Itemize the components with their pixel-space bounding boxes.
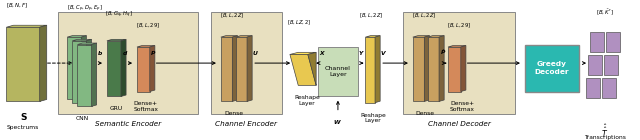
FancyBboxPatch shape	[318, 47, 358, 96]
Polygon shape	[375, 36, 380, 103]
Text: Transcriptions: Transcriptions	[584, 136, 626, 140]
Polygon shape	[290, 54, 316, 85]
Polygon shape	[92, 43, 97, 106]
Polygon shape	[40, 25, 47, 101]
Polygon shape	[137, 47, 150, 92]
FancyBboxPatch shape	[606, 32, 620, 52]
Polygon shape	[461, 46, 466, 92]
Polygon shape	[77, 45, 92, 106]
Text: Greedy
Decoder: Greedy Decoder	[534, 61, 570, 75]
Text: $[B,C_p,D_p,E_p]$: $[B,C_p,D_p,E_p]$	[67, 3, 102, 14]
Polygon shape	[448, 46, 466, 47]
Text: $[B,L,29]$: $[B,L,29]$	[136, 21, 160, 30]
Polygon shape	[107, 39, 126, 41]
Polygon shape	[413, 37, 424, 102]
Polygon shape	[86, 39, 92, 103]
Polygon shape	[424, 36, 429, 102]
Text: $[B,L,2Z]$: $[B,L,2Z]$	[220, 11, 244, 20]
Text: $[B,G_q,H_q]$: $[B,G_q,H_q]$	[105, 10, 132, 20]
Text: $\boldsymbol{V}$: $\boldsymbol{V}$	[380, 49, 387, 57]
Polygon shape	[221, 36, 237, 37]
Text: $\boldsymbol{W}$: $\boldsymbol{W}$	[333, 117, 342, 126]
Polygon shape	[77, 43, 97, 45]
Text: Reshape
Layer: Reshape Layer	[360, 113, 386, 123]
Polygon shape	[448, 47, 461, 92]
Polygon shape	[413, 36, 429, 37]
Text: $[B,LZ,2]$: $[B,LZ,2]$	[287, 19, 312, 27]
Text: $\hat{\boldsymbol{P}}$: $\hat{\boldsymbol{P}}$	[440, 47, 446, 57]
Polygon shape	[290, 52, 316, 54]
Text: Dense: Dense	[415, 111, 434, 116]
Text: Semantic Encoder: Semantic Encoder	[95, 121, 161, 127]
Text: $[B,\bar{K}^r]$: $[B,\bar{K}^r]$	[596, 8, 614, 17]
Polygon shape	[121, 39, 126, 96]
Polygon shape	[439, 36, 444, 102]
Text: $\mathbf{S}$: $\mathbf{S}$	[20, 111, 28, 122]
Text: Reshape
Layer: Reshape Layer	[294, 95, 320, 106]
Polygon shape	[72, 41, 86, 103]
Text: CNN: CNN	[76, 116, 89, 121]
Polygon shape	[365, 36, 380, 37]
Text: $\hat{\hat{T}}$: $\hat{\hat{T}}$	[601, 122, 609, 140]
FancyBboxPatch shape	[211, 12, 282, 114]
FancyBboxPatch shape	[586, 78, 600, 98]
Text: Dense+
Softmax: Dense+ Softmax	[450, 102, 474, 112]
Polygon shape	[236, 37, 247, 102]
Polygon shape	[72, 39, 92, 41]
Text: Dense+
Softmax: Dense+ Softmax	[134, 102, 158, 112]
Text: Channel
Layer: Channel Layer	[325, 66, 351, 77]
Text: $[B,N,F]$: $[B,N,F]$	[6, 2, 28, 10]
Polygon shape	[81, 36, 86, 99]
Text: Channel Decoder: Channel Decoder	[428, 121, 491, 127]
Polygon shape	[236, 36, 252, 37]
FancyBboxPatch shape	[590, 32, 604, 52]
Polygon shape	[6, 25, 47, 27]
Polygon shape	[137, 46, 155, 47]
Polygon shape	[107, 41, 121, 96]
FancyBboxPatch shape	[604, 55, 618, 75]
Polygon shape	[232, 36, 237, 102]
Polygon shape	[6, 27, 40, 101]
Text: Channel Encoder: Channel Encoder	[216, 121, 277, 127]
FancyBboxPatch shape	[588, 55, 602, 75]
Text: $\boldsymbol{U}$: $\boldsymbol{U}$	[252, 49, 259, 57]
FancyBboxPatch shape	[403, 12, 515, 114]
Text: $[B,L,29]$: $[B,L,29]$	[447, 21, 472, 30]
Polygon shape	[67, 36, 86, 37]
Polygon shape	[67, 37, 81, 99]
Polygon shape	[221, 37, 232, 102]
Text: $\boldsymbol{b}$: $\boldsymbol{b}$	[97, 49, 102, 57]
Polygon shape	[150, 46, 155, 92]
Polygon shape	[247, 36, 252, 102]
Text: GRU: GRU	[110, 106, 123, 111]
Text: $\boldsymbol{P}$: $\boldsymbol{P}$	[150, 49, 157, 57]
Polygon shape	[428, 37, 439, 102]
Text: Spectrums: Spectrums	[7, 125, 39, 130]
Text: $\boldsymbol{Y}$: $\boldsymbol{Y}$	[358, 49, 365, 57]
Polygon shape	[365, 37, 375, 103]
FancyBboxPatch shape	[58, 12, 198, 114]
FancyBboxPatch shape	[525, 45, 579, 92]
Text: $[B,L,2Z]$: $[B,L,2Z]$	[412, 11, 436, 20]
Text: $[B,L,2Z]$: $[B,L,2Z]$	[359, 11, 383, 20]
Polygon shape	[428, 36, 444, 37]
Text: Dense: Dense	[225, 111, 243, 116]
Text: $\boldsymbol{d}$: $\boldsymbol{d}$	[122, 49, 128, 57]
Text: $\boldsymbol{X}$: $\boldsymbol{X}$	[319, 49, 326, 57]
FancyBboxPatch shape	[602, 78, 616, 98]
Polygon shape	[308, 52, 316, 85]
